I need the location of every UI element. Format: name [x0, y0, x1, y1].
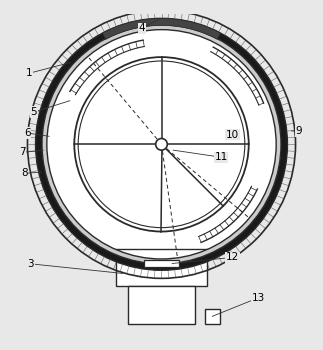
Polygon shape — [36, 18, 287, 270]
Text: 9: 9 — [296, 126, 302, 136]
Text: 13: 13 — [252, 293, 265, 303]
Bar — [128, 286, 195, 324]
Text: 1: 1 — [26, 68, 32, 78]
Text: 4: 4 — [139, 23, 145, 33]
Circle shape — [156, 139, 167, 150]
Text: 7: 7 — [19, 147, 25, 158]
Text: 5: 5 — [31, 107, 37, 117]
Text: 6: 6 — [24, 128, 31, 138]
Polygon shape — [102, 18, 221, 39]
Text: 12: 12 — [226, 252, 239, 262]
Bar — [205, 309, 220, 324]
Circle shape — [47, 30, 276, 259]
Text: 11: 11 — [214, 152, 228, 162]
Bar — [144, 260, 179, 267]
Polygon shape — [42, 25, 281, 264]
Text: 10: 10 — [226, 130, 239, 140]
Text: 3: 3 — [27, 259, 34, 269]
Text: 8: 8 — [21, 168, 27, 178]
Bar — [116, 249, 207, 286]
